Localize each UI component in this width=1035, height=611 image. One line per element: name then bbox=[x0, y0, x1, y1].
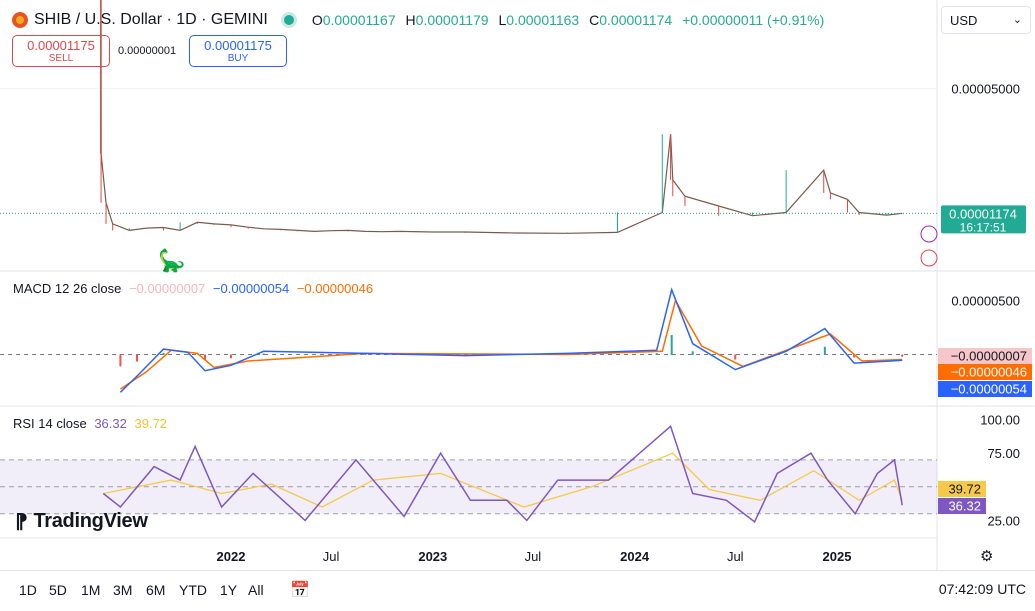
high-value: 0.00001179 bbox=[415, 12, 489, 28]
watermark-text: TradingView bbox=[33, 510, 148, 532]
symbol-header[interactable]: SHIB / U.S. Dollar · 1D · GEMINI O0.0000… bbox=[12, 10, 824, 30]
open-label: O bbox=[311, 12, 323, 28]
tradingview-watermark: ⁋ TradingView bbox=[15, 509, 148, 534]
macd-badge-macd: −0.00000054 bbox=[951, 382, 1027, 397]
macd-tick-label: 0.00000500 bbox=[951, 294, 1020, 309]
macd-legend-signal: −0.00000046 bbox=[296, 281, 374, 296]
price-badge bbox=[941, 205, 1026, 234]
price-badge-value: 0.00001174 bbox=[949, 206, 1017, 221]
rsi-legend-title: RSI 14 close bbox=[13, 416, 87, 431]
close-label: C bbox=[589, 12, 600, 28]
settings-icon[interactable]: ⚙ bbox=[980, 548, 994, 565]
spread-value: 0.00000001 bbox=[118, 45, 177, 57]
buy-price: 0.00001175 bbox=[204, 38, 272, 53]
flag-icon bbox=[920, 249, 938, 267]
timeframe-3m[interactable]: 3M bbox=[113, 582, 133, 598]
time-tick-label: Jul bbox=[727, 549, 744, 564]
close-value: 0.00001174 bbox=[599, 12, 673, 28]
macd-histogram-bar bbox=[162, 352, 165, 355]
macd-badge-signal-bg bbox=[938, 364, 1032, 380]
rsi-value-badge-bg bbox=[938, 498, 986, 514]
time-tick-label: 2023 bbox=[418, 549, 447, 564]
coin-icon bbox=[12, 12, 28, 28]
symbol-title[interactable]: SHIB / U.S. Dollar · 1D · GEMINI bbox=[34, 11, 268, 28]
time-tick-label: 2025 bbox=[823, 549, 852, 564]
open-value: 0.00001167 bbox=[322, 12, 396, 28]
macd-badge-hist-bg bbox=[938, 348, 1032, 364]
low-value: 0.00001163 bbox=[506, 12, 580, 28]
macd-histogram-bar bbox=[655, 353, 658, 355]
macd-histogram-bar bbox=[691, 351, 694, 355]
macd-line bbox=[119, 287, 903, 393]
utc-clock[interactable]: 07:42:09 UTC bbox=[938, 581, 1026, 597]
macd-legend-macd: −0.00000054 bbox=[212, 281, 290, 296]
rsi-tick-label: 75.00 bbox=[987, 446, 1020, 461]
timeframe-1m[interactable]: 1M bbox=[81, 582, 101, 598]
rsi-ma-badge-bg bbox=[938, 481, 986, 497]
macd-histogram-bar bbox=[734, 354, 737, 360]
price-tick-label: 0.00005000 bbox=[951, 82, 1020, 97]
rsi-ma-line bbox=[103, 452, 903, 508]
rsi-value-badge: 36.32 bbox=[948, 499, 981, 514]
rsi-legend-ma: 39.72 bbox=[134, 416, 168, 431]
low-label: L bbox=[498, 12, 507, 28]
sell-label: SELL bbox=[48, 53, 74, 64]
rsi-ma-badge: 39.72 bbox=[948, 482, 981, 497]
timeframe-all[interactable]: All bbox=[248, 582, 264, 598]
change-value: +0.00000011 (+0.91%) bbox=[682, 12, 825, 28]
macd-histogram-bar bbox=[119, 354, 122, 367]
sell-button[interactable]: 0.00001175 SELL bbox=[12, 35, 110, 67]
time-tick-label: 2024 bbox=[620, 549, 650, 564]
rsi-tick-label: 100.00 bbox=[980, 413, 1020, 428]
macd-signal-line bbox=[119, 298, 903, 390]
sell-price: 0.00001175 bbox=[27, 38, 95, 53]
buy-label: BUY bbox=[227, 53, 249, 64]
macd-histogram-bar bbox=[785, 353, 788, 355]
ohlc-values: O0.00001167 H0.00001179 L0.00001163 C0.0… bbox=[306, 12, 824, 28]
event-icon bbox=[920, 225, 938, 243]
rsi-line bbox=[102, 424, 903, 523]
timeframe-ytd[interactable]: YTD bbox=[179, 582, 207, 598]
macd-legend-title: MACD 12 26 close bbox=[13, 281, 122, 296]
macd-badge-signal: −0.00000046 bbox=[951, 365, 1027, 380]
macd-histogram-bar bbox=[901, 354, 904, 357]
timeframe-5d[interactable]: 5D bbox=[49, 582, 67, 598]
tradingview-logo-icon: ⁋ bbox=[15, 511, 28, 533]
macd-badge-hist: −0.00000007 bbox=[951, 349, 1027, 364]
calendar-icon[interactable]: 📅 bbox=[290, 582, 310, 599]
macd-legend-hist: −0.00000007 bbox=[129, 281, 206, 296]
rsi-legend[interactable]: RSI 14 close 36.32 39.72 bbox=[13, 416, 167, 431]
timeframe-6m[interactable]: 6M bbox=[146, 582, 166, 598]
macd-histogram-bar bbox=[364, 354, 367, 355]
macd-legend[interactable]: MACD 12 26 close −0.00000007 −0.00000054… bbox=[13, 281, 373, 296]
currency-value: USD bbox=[950, 13, 978, 28]
macd-histogram-bar bbox=[230, 354, 232, 359]
timeframe-1y[interactable]: 1Y bbox=[220, 582, 238, 598]
macd-histogram-bar bbox=[204, 354, 207, 360]
timeframe-1d[interactable]: 1D bbox=[19, 582, 37, 598]
rsi-tick-label: 25.00 bbox=[987, 513, 1020, 528]
buy-button[interactable]: 0.00001175 BUY bbox=[189, 35, 287, 67]
bottom-toolbar bbox=[0, 570, 1035, 611]
time-tick-label: 2022 bbox=[217, 549, 246, 564]
macd-histogram-bar bbox=[262, 353, 265, 355]
dino-icon: 🦕 bbox=[158, 248, 185, 273]
macd-histogram-bar bbox=[823, 346, 826, 355]
price-badge-countdown: 16:17:51 bbox=[960, 220, 1007, 234]
macd-histogram-bar bbox=[136, 354, 139, 362]
macd-badge-macd-bg bbox=[938, 381, 1032, 397]
high-label: H bbox=[405, 12, 416, 28]
macd-histogram-bar bbox=[670, 335, 673, 355]
market-open-icon bbox=[283, 15, 294, 25]
currency-select[interactable]: USD ⌄ bbox=[941, 6, 1031, 34]
time-tick-label: Jul bbox=[525, 549, 542, 564]
macd-histogram-bar bbox=[853, 354, 856, 358]
time-tick-label: Jul bbox=[323, 549, 340, 564]
rsi-legend-value: 36.32 bbox=[94, 416, 127, 431]
chevron-down-icon: ⌄ bbox=[1012, 14, 1022, 26]
macd-histogram-bar bbox=[186, 353, 189, 355]
